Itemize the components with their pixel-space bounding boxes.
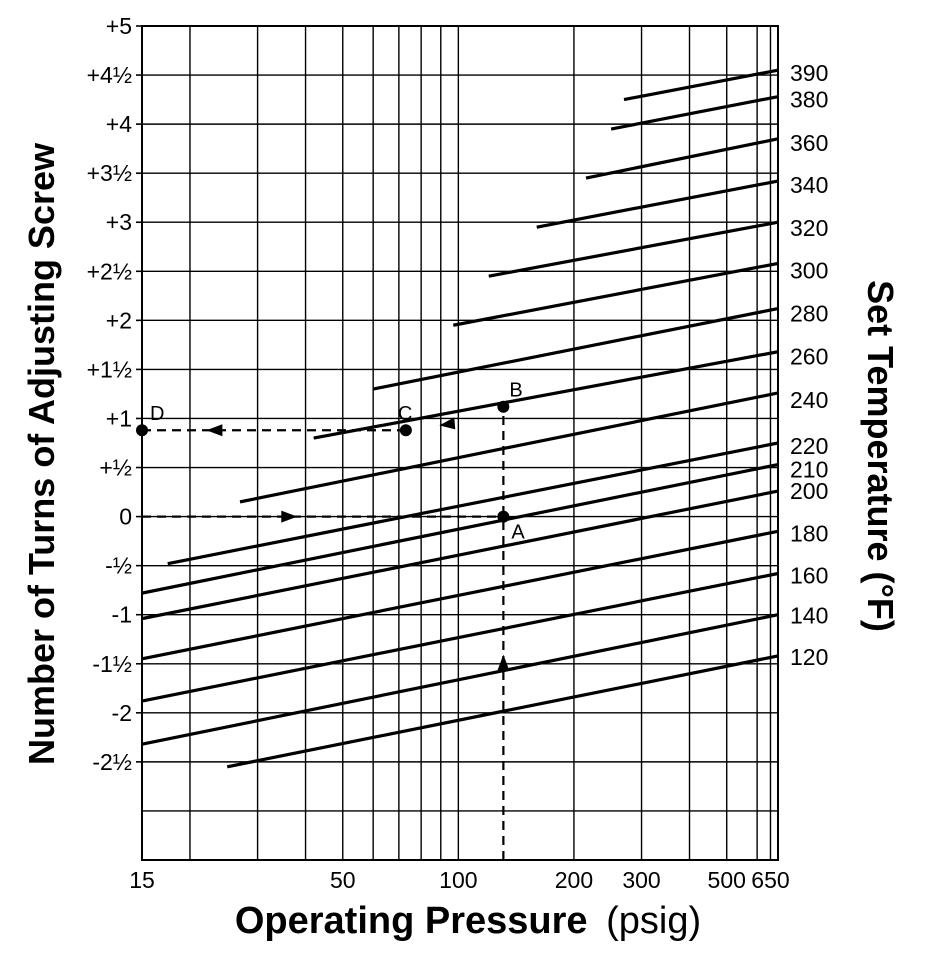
x-tick-label: 300 — [622, 867, 660, 893]
temp-label-210: 210 — [790, 456, 828, 482]
x-tick-labels: 15 50 100 200 300 500 650 — [129, 867, 789, 893]
x-tick-label: 50 — [330, 867, 356, 893]
point-label-d: D — [150, 403, 164, 425]
temp-label-320: 320 — [790, 215, 828, 241]
temp-label-260: 260 — [790, 344, 828, 370]
y-tick-label: 0 — [119, 504, 132, 530]
y-tick-label: -1 — [112, 602, 132, 628]
temp-label-220: 220 — [790, 433, 828, 459]
temp-label-200: 200 — [790, 478, 828, 504]
temp-label-340: 340 — [790, 172, 828, 198]
x-tick-label: 15 — [129, 867, 155, 893]
y-tick-label: +4 — [106, 111, 132, 137]
series-line-160 — [141, 571, 779, 703]
point-label-c: C — [398, 403, 412, 425]
y-tick-label: +5 — [106, 13, 132, 39]
grid — [136, 25, 779, 861]
point-a — [497, 510, 510, 523]
series-line-120 — [226, 654, 779, 769]
x-tick-label: 500 — [708, 867, 746, 893]
y-tick-label: -½ — [105, 553, 132, 579]
guide-lines — [142, 406, 510, 860]
x-tick-label: 200 — [555, 867, 593, 893]
y-tick-label: +½ — [99, 455, 132, 481]
arrow-left — [206, 424, 223, 437]
x-tick-label: 100 — [439, 867, 477, 893]
y-tick-label: -1½ — [92, 651, 132, 677]
x-tick-label: 650 — [751, 867, 789, 893]
series-line-210 — [141, 463, 779, 595]
arrow-left-along-line — [439, 417, 456, 430]
y-tick-label: +1½ — [87, 356, 132, 382]
series-line-380 — [610, 95, 779, 131]
series-line-140 — [141, 613, 779, 746]
temp-label-280: 280 — [790, 300, 828, 326]
temp-label-390: 390 — [790, 60, 828, 86]
series-line-240 — [239, 391, 779, 504]
temp-label-240: 240 — [790, 387, 828, 413]
temp-label-300: 300 — [790, 257, 828, 283]
y-axis-title: Number of Turns of Adjusting Screw — [21, 142, 62, 765]
series-line-220 — [167, 441, 779, 566]
series-line-200 — [141, 489, 779, 621]
y-tick-label: +4½ — [87, 62, 132, 88]
point-c — [399, 424, 412, 437]
x-axis-title-main: Operating Pressure — [235, 900, 588, 942]
x-axis-title-unit: (psig) — [606, 900, 701, 942]
y-tick-label: +2 — [106, 307, 132, 333]
series-line-340 — [536, 179, 779, 229]
series-line-180 — [141, 529, 779, 661]
temp-label-140: 140 — [790, 603, 828, 629]
series-line-300 — [452, 261, 779, 327]
point-b — [497, 400, 510, 413]
point-d — [136, 424, 148, 437]
series-line-260 — [313, 350, 779, 440]
y-tick-labels: +5 +4½ +4 +3½ +3 +2½ +2 +1½ +1 +½ 0 -½ -1 -1½ -2 -2½ — [87, 13, 133, 775]
series-line-390 — [623, 68, 779, 102]
y-tick-label: +2½ — [87, 258, 132, 284]
plot-frame — [141, 25, 779, 861]
point-label-a: A — [511, 522, 525, 544]
point-label-b: B — [509, 380, 522, 402]
right-axis-title: Set Temperature (°F) — [860, 280, 901, 632]
y-tick-label: -2½ — [92, 749, 132, 775]
y-tick-label: +3½ — [87, 160, 132, 186]
series-lines — [141, 68, 779, 769]
temp-label-120: 120 — [790, 644, 828, 670]
temp-label-380: 380 — [790, 87, 828, 113]
data-points: A B C D — [136, 380, 525, 544]
y-tick-label: +3 — [106, 209, 132, 235]
temp-label-360: 360 — [790, 130, 828, 156]
series-line-360 — [585, 137, 779, 180]
temp-label-180: 180 — [790, 520, 828, 546]
temp-label-160: 160 — [790, 562, 828, 588]
y-tick-label: +1 — [106, 405, 132, 431]
arrow-up — [497, 654, 510, 671]
series-line-280 — [372, 307, 779, 391]
x-axis-title: Operating Pressure (psig) — [235, 900, 701, 942]
arrow-right — [281, 510, 298, 523]
series-line-320 — [488, 220, 779, 278]
y-tick-label: -2 — [112, 700, 132, 726]
